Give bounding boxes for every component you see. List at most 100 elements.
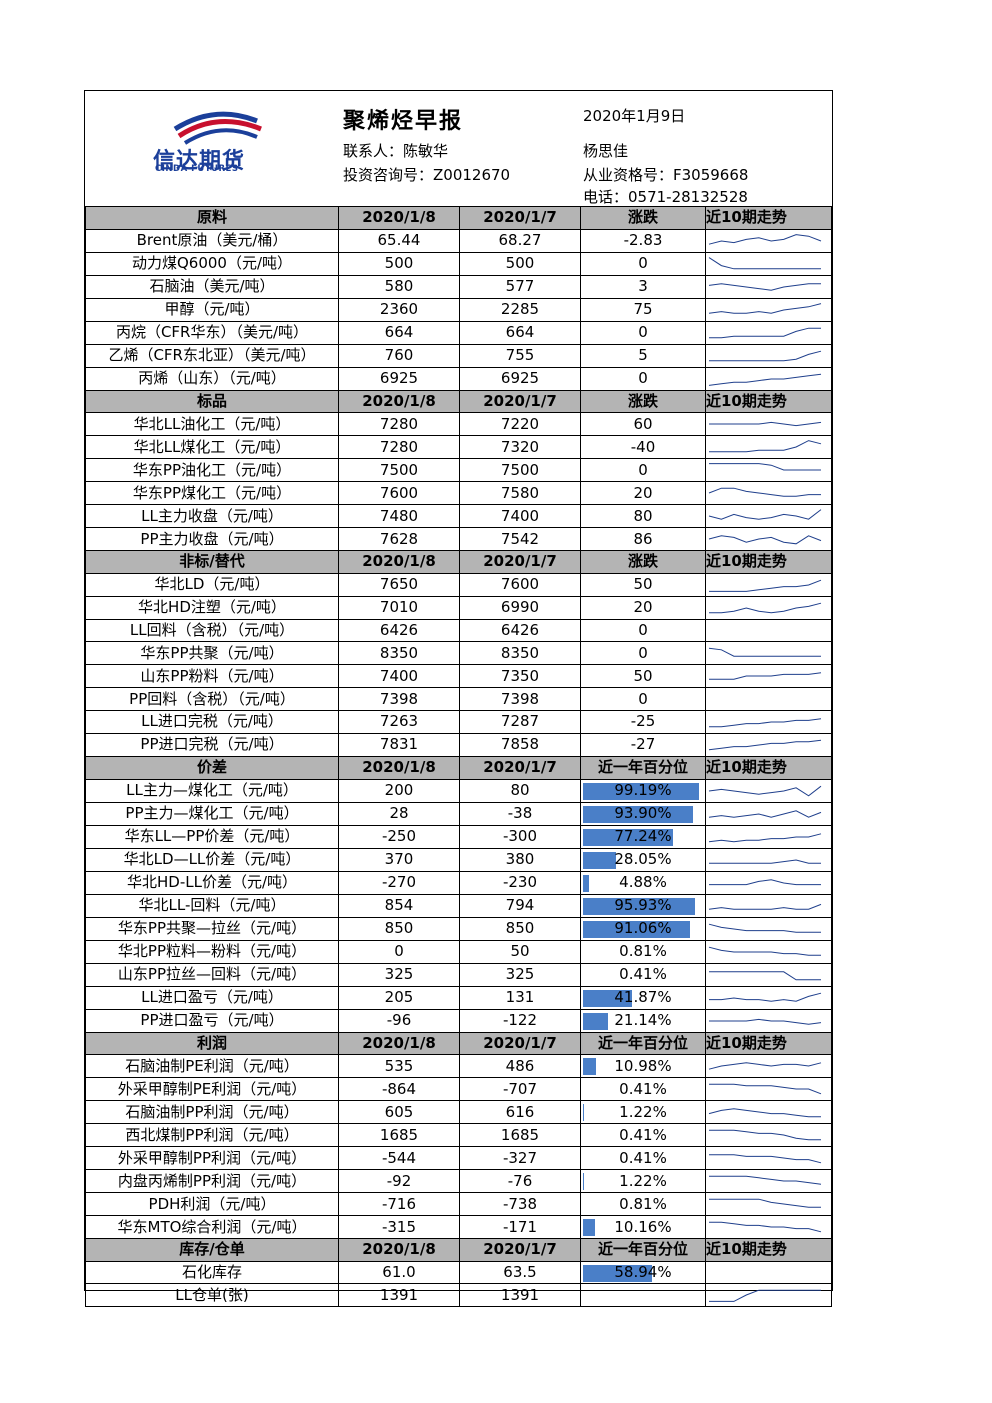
- value-latest: 1685: [338, 1123, 460, 1148]
- row-label: 外采甲醇制PE利润（元/吨）: [85, 1077, 339, 1102]
- percentile-cell: 93.90%: [580, 801, 706, 826]
- sparkline-line: [708, 832, 822, 842]
- column-header: 2020/1/7: [459, 755, 581, 780]
- sparkline-chart: [708, 233, 822, 245]
- sparkline-cell: [705, 1008, 832, 1033]
- percentile-cell: 0.41%: [580, 1123, 706, 1148]
- change-value: -40: [580, 435, 706, 460]
- table-row: 外采甲醇制PE利润（元/吨） -864 -707 0.41%: [85, 1077, 832, 1102]
- sparkline-chart: [709, 1198, 821, 1208]
- percentile-value: 1.22%: [619, 1171, 667, 1190]
- value-latest: -96: [338, 1008, 460, 1033]
- value-latest: -716: [338, 1192, 460, 1217]
- change-value: 86: [580, 527, 706, 552]
- percentile-cell: 10.16%: [580, 1215, 706, 1240]
- value-previous: 6426: [459, 618, 581, 643]
- value-latest: 7398: [338, 687, 460, 711]
- sparkline-cell: [705, 709, 832, 734]
- row-label: 石脑油制PP利润（元/吨）: [85, 1100, 339, 1125]
- sparkline-chart: [708, 946, 821, 956]
- sparkline-line: [709, 1129, 821, 1141]
- value-previous: 325: [459, 962, 581, 987]
- sparkline-line: [708, 535, 822, 545]
- sparkline-line: [709, 718, 822, 728]
- value-latest: -250: [338, 824, 460, 849]
- value-previous: 7500: [459, 458, 581, 483]
- percentile-bar: [583, 989, 632, 1007]
- percentile-bar: [583, 1012, 608, 1030]
- percentile-bar: [583, 1219, 595, 1237]
- percentile-cell: 1.22%: [580, 1100, 706, 1125]
- section-title: 非标/替代: [85, 550, 339, 574]
- sparkline-line: [709, 1290, 821, 1303]
- consult-number: 投资咨询号：Z0012670: [343, 166, 511, 184]
- value-previous: -171: [459, 1215, 581, 1240]
- table-row: 丙烯（山东）（元/吨） 6925 6925 0: [85, 366, 832, 391]
- value-latest: -864: [338, 1077, 460, 1102]
- sparkline-cell: [705, 687, 832, 711]
- table-row: 华东PP共聚—拉丝（元/吨） 850 850 91.06%: [85, 916, 832, 941]
- table-row: 华北LD（元/吨） 7650 7600 50: [85, 572, 832, 597]
- row-label: PP主力—煤化工（元/吨）: [85, 801, 339, 826]
- sparkline-chart: [708, 487, 821, 497]
- value-previous: -300: [459, 824, 581, 849]
- percentile-bar: [583, 805, 693, 823]
- sparkline-chart: [708, 903, 822, 910]
- table-row: LL回料（含税）（元/吨） 6426 6426 0: [85, 618, 832, 643]
- value-latest: -270: [338, 870, 460, 895]
- sparkline-line: [709, 672, 822, 681]
- percentile-value: 1.22%: [619, 1102, 667, 1121]
- section-title: 标品: [85, 389, 339, 414]
- sparkline-chart: [709, 327, 821, 338]
- value-previous: 80: [459, 778, 581, 803]
- row-label: 华北HD注塑（元/吨）: [85, 595, 339, 620]
- percentile-value: 4.88%: [619, 873, 667, 892]
- column-header: 近一年百分位: [580, 1031, 706, 1056]
- sparkline-line: [708, 282, 821, 291]
- percentile-value: 0.81%: [619, 1194, 667, 1213]
- percentile-cell: 77.24%: [580, 824, 706, 849]
- row-label: 丙烯（山东）（元/吨）: [85, 366, 339, 391]
- table-row: 乙烯（CFR东北亚）（美元/吨） 760 755 5: [85, 343, 832, 368]
- report-header: 信达期货 CINDA FUTURES 聚烯烃早报 2020年1月9日 联系人：陈…: [85, 91, 831, 206]
- value-latest: 500: [338, 251, 460, 276]
- change-value: -25: [580, 709, 706, 734]
- percentile-cell: 58.94%: [580, 1260, 706, 1285]
- sparkline-chart: [709, 440, 822, 453]
- sparkline-line: [709, 878, 821, 885]
- change-value: 50: [580, 664, 706, 689]
- row-label: 乙烯（CFR东北亚）（美元/吨）: [85, 343, 339, 368]
- sparkline-chart: [709, 422, 822, 427]
- value-previous: 6990: [459, 595, 581, 620]
- change-value: 0: [580, 641, 706, 666]
- sparkline-chart: [709, 859, 821, 864]
- table-row: PP回料（含税）（元/吨） 7398 7398 0: [85, 687, 832, 711]
- change-value: 75: [580, 297, 706, 322]
- percentile-cell: 1.22%: [580, 1169, 706, 1194]
- section-title: 价差: [85, 755, 339, 780]
- sparkline-chart: [708, 509, 822, 520]
- value-latest: 8350: [338, 641, 460, 666]
- value-previous: -327: [459, 1146, 581, 1171]
- row-label: 内盘丙烯制PP利润（元/吨）: [85, 1169, 339, 1194]
- table-row: 华东PP煤化工（元/吨） 7600 7580 20: [85, 481, 832, 506]
- sparkline-cell: [705, 595, 832, 620]
- percentile-cell: 0.41%: [580, 1146, 706, 1171]
- value-latest: 605: [338, 1100, 460, 1125]
- percentile-bar: [583, 1104, 585, 1122]
- row-label: LL仓单(张): [85, 1283, 339, 1308]
- column-header: 涨跌: [580, 550, 706, 574]
- value-previous: 7542: [459, 527, 581, 552]
- value-latest: 535: [338, 1054, 460, 1079]
- table-row: LL仓单(张) 1391 1391: [85, 1283, 832, 1308]
- sparkline-cell: [705, 1077, 832, 1102]
- percentile-cell: 21.14%: [580, 1008, 706, 1033]
- table-row: 动力煤Q6000（元/吨） 500 500 0: [85, 251, 832, 276]
- column-header: 2020/1/7: [459, 206, 581, 230]
- sparkline-chart: [708, 785, 822, 796]
- change-value: 80: [580, 504, 706, 529]
- value-previous: 500: [459, 251, 581, 276]
- value-previous: 7287: [459, 709, 581, 734]
- sparkline-cell: [705, 251, 832, 276]
- value-previous: 7220: [459, 412, 581, 437]
